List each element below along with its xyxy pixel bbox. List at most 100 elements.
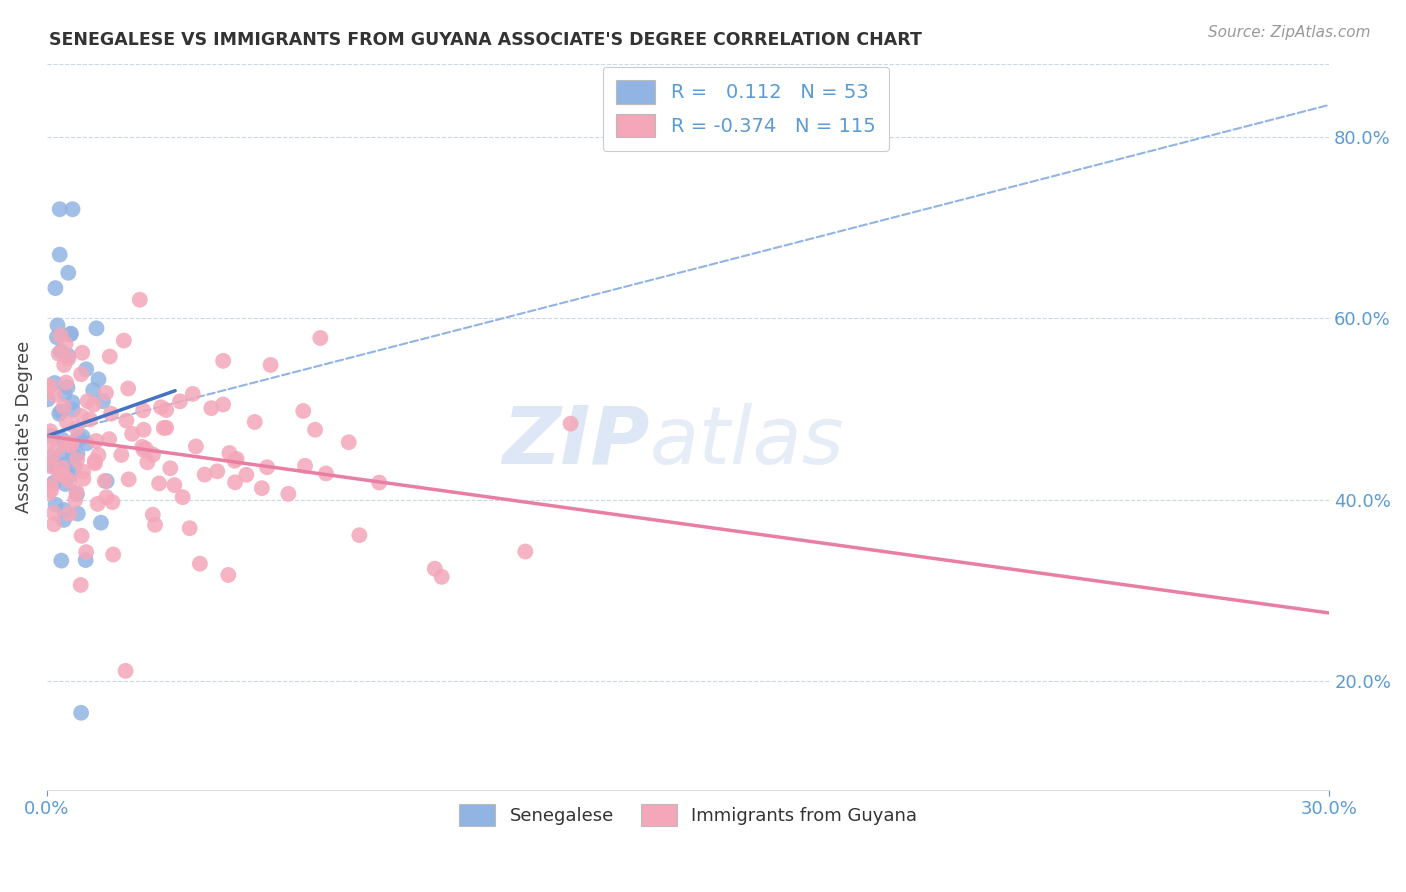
Point bbox=[51, 447, 73, 461]
Point bbox=[277, 487, 299, 501]
Point bbox=[315, 467, 337, 481]
Point bbox=[142, 508, 165, 522]
Point bbox=[309, 331, 332, 345]
Point bbox=[59, 327, 82, 342]
Point bbox=[55, 415, 77, 429]
Point bbox=[44, 376, 66, 390]
Point bbox=[37, 392, 59, 407]
Point bbox=[114, 664, 136, 678]
Point bbox=[87, 448, 110, 462]
Point bbox=[96, 474, 118, 488]
Point bbox=[66, 487, 89, 501]
Point bbox=[169, 394, 191, 409]
Point bbox=[75, 553, 97, 567]
Point bbox=[304, 423, 326, 437]
Point bbox=[53, 358, 76, 372]
Point bbox=[184, 439, 207, 453]
Point bbox=[132, 423, 155, 437]
Point bbox=[430, 570, 453, 584]
Point bbox=[259, 358, 281, 372]
Point bbox=[155, 421, 177, 435]
Point bbox=[48, 202, 70, 217]
Point bbox=[42, 475, 65, 490]
Point bbox=[98, 350, 121, 364]
Point bbox=[128, 293, 150, 307]
Point bbox=[44, 388, 66, 402]
Point bbox=[48, 407, 70, 421]
Point bbox=[155, 403, 177, 417]
Point bbox=[159, 461, 181, 475]
Point bbox=[135, 442, 157, 456]
Point bbox=[121, 426, 143, 441]
Point bbox=[59, 468, 82, 483]
Point bbox=[131, 440, 153, 454]
Point bbox=[75, 362, 97, 376]
Point bbox=[103, 548, 125, 562]
Point bbox=[66, 447, 89, 461]
Point bbox=[49, 344, 72, 359]
Point bbox=[60, 395, 83, 409]
Point bbox=[163, 478, 186, 492]
Point bbox=[63, 492, 86, 507]
Point bbox=[82, 383, 104, 397]
Point bbox=[142, 448, 165, 462]
Point bbox=[207, 464, 229, 478]
Point bbox=[224, 475, 246, 490]
Point bbox=[38, 378, 60, 392]
Point bbox=[46, 441, 69, 455]
Point bbox=[62, 202, 84, 217]
Point bbox=[235, 467, 257, 482]
Point bbox=[110, 448, 132, 462]
Point bbox=[94, 474, 117, 488]
Point bbox=[148, 476, 170, 491]
Point bbox=[194, 467, 217, 482]
Legend: Senegalese, Immigrants from Guyana: Senegalese, Immigrants from Guyana bbox=[450, 796, 927, 835]
Point bbox=[39, 483, 62, 498]
Point bbox=[65, 421, 87, 435]
Point bbox=[212, 397, 235, 411]
Point bbox=[218, 446, 240, 460]
Point bbox=[515, 544, 537, 558]
Point bbox=[53, 457, 76, 471]
Text: atlas: atlas bbox=[650, 402, 845, 481]
Point bbox=[250, 481, 273, 495]
Point bbox=[212, 354, 235, 368]
Point bbox=[55, 376, 77, 390]
Point bbox=[39, 459, 62, 474]
Text: ZIP: ZIP bbox=[502, 402, 650, 481]
Point bbox=[86, 497, 108, 511]
Point bbox=[48, 247, 70, 261]
Point bbox=[181, 387, 204, 401]
Point bbox=[292, 404, 315, 418]
Point bbox=[69, 578, 91, 592]
Point bbox=[86, 321, 108, 335]
Point bbox=[65, 485, 87, 500]
Point bbox=[72, 465, 94, 479]
Point bbox=[200, 401, 222, 416]
Point bbox=[87, 372, 110, 386]
Point bbox=[72, 472, 94, 486]
Text: Source: ZipAtlas.com: Source: ZipAtlas.com bbox=[1208, 25, 1371, 40]
Point bbox=[368, 475, 391, 490]
Point bbox=[42, 506, 65, 520]
Point bbox=[132, 403, 155, 417]
Point bbox=[45, 498, 67, 512]
Point bbox=[100, 407, 122, 421]
Point bbox=[49, 404, 72, 418]
Point bbox=[53, 386, 76, 401]
Point bbox=[53, 503, 76, 517]
Point bbox=[76, 394, 98, 409]
Point bbox=[91, 394, 114, 409]
Point bbox=[256, 460, 278, 475]
Point bbox=[58, 266, 80, 280]
Point bbox=[423, 562, 446, 576]
Point bbox=[41, 429, 63, 443]
Point bbox=[39, 424, 62, 438]
Point bbox=[294, 458, 316, 473]
Point bbox=[45, 330, 67, 344]
Point bbox=[44, 459, 66, 474]
Point bbox=[51, 460, 73, 475]
Point bbox=[51, 553, 73, 567]
Point bbox=[243, 415, 266, 429]
Point bbox=[98, 432, 121, 446]
